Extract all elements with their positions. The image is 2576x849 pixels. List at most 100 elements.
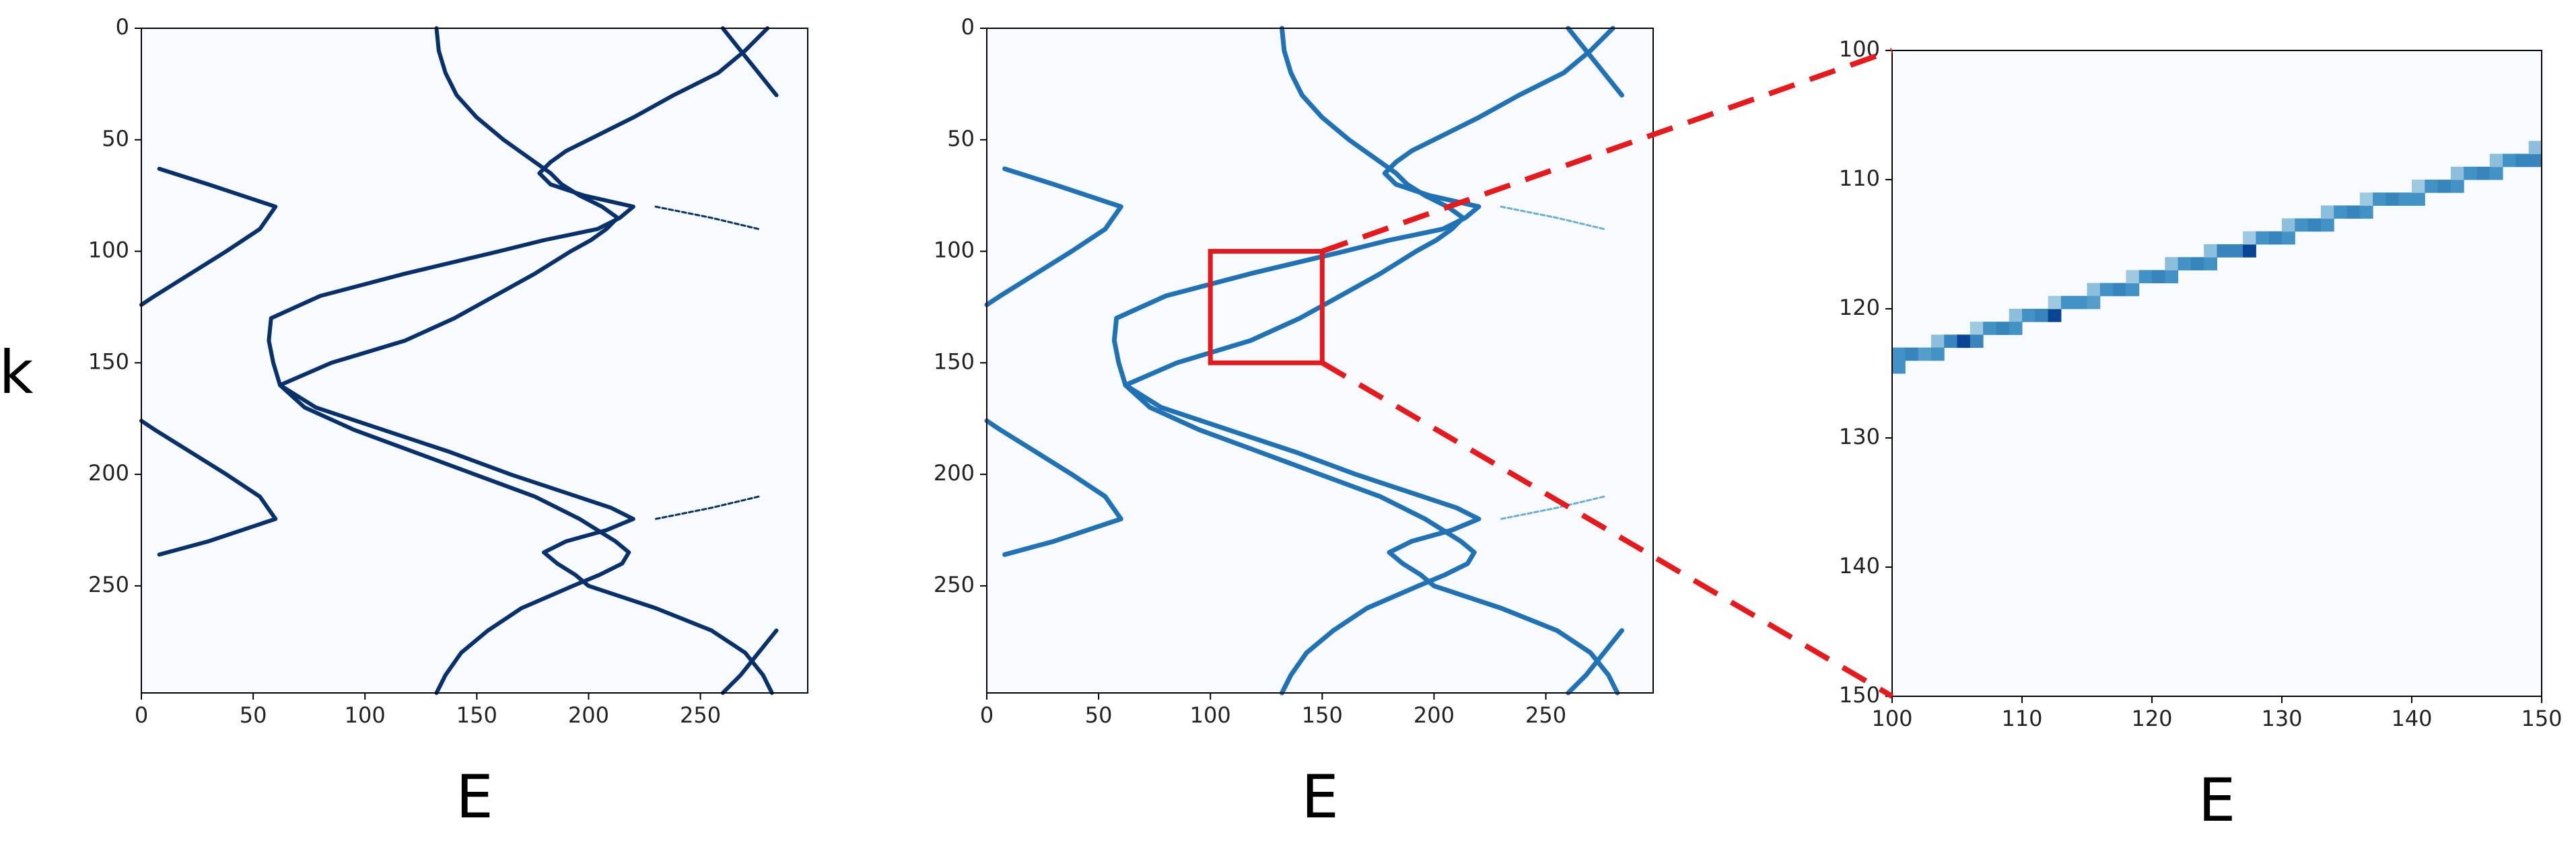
middle-band-5 xyxy=(1566,628,1624,696)
zoom-pixel xyxy=(2386,192,2400,206)
zoom-ytick-label: 110 xyxy=(1839,165,1880,191)
middle-xtick-label: 200 xyxy=(1414,702,1455,728)
zoom-xtick-label: 110 xyxy=(2001,706,2042,731)
zoom-pixel xyxy=(2165,257,2179,270)
left-xtick-label: 250 xyxy=(680,702,721,728)
zoom-ytick-label: 120 xyxy=(1839,295,1880,320)
zoom-pixel xyxy=(2528,141,2542,155)
zoom-pixel xyxy=(2320,205,2334,219)
middle-band-4 xyxy=(1566,26,1624,98)
zoom-pixel xyxy=(2243,244,2256,258)
zoom-pixel xyxy=(1892,360,1906,374)
zoom-pixel xyxy=(2476,166,2491,180)
zoom-pixel xyxy=(2425,180,2439,193)
middle-xtick-label: 250 xyxy=(1525,702,1566,728)
zoom-pixel xyxy=(2204,244,2217,258)
left-xtick-label: 50 xyxy=(240,702,267,728)
zoom-overlay xyxy=(1321,48,1894,699)
middle-xtick-label: 0 xyxy=(980,702,994,728)
zoom-pixel xyxy=(2346,205,2361,219)
zoom-pixel xyxy=(2503,153,2516,168)
zoom-pixel xyxy=(1944,334,1957,348)
zoom-xlabel: E xyxy=(2198,766,2236,835)
zoom-pixel xyxy=(2489,153,2503,168)
middle-band-3 xyxy=(984,418,1123,557)
left-band-0 xyxy=(278,26,631,695)
middle-xtick-label: 100 xyxy=(1190,702,1231,728)
zoom-pixel xyxy=(2268,231,2283,245)
zoom-pixel xyxy=(2450,166,2464,180)
left-heatmap-panel: 0 50 100 150 200 250 0 50 100 150 200 250 E xyxy=(88,14,808,832)
middle-ytick-label: 200 xyxy=(934,460,975,486)
zoom-pixel xyxy=(2243,231,2256,245)
zoom-pixel xyxy=(2295,218,2309,232)
zoom-pixel xyxy=(2256,231,2270,245)
zoom-pixel xyxy=(2464,166,2477,180)
zoom-pixel xyxy=(2009,309,2023,322)
middle-ytick-label: 250 xyxy=(934,572,975,597)
zoom-xtick-label: 100 xyxy=(1871,706,1912,731)
zoom-pixel xyxy=(1996,322,2010,335)
zoom-pixel xyxy=(2489,166,2503,180)
zoom-pixel xyxy=(2152,270,2165,284)
zoom-pixel xyxy=(2126,283,2140,297)
zoom-pixel xyxy=(1892,347,1906,361)
left-background xyxy=(141,28,808,693)
middle-ytick-label: 100 xyxy=(934,237,975,263)
zoom-pixel xyxy=(1983,322,1996,335)
left-band-5 xyxy=(720,628,779,695)
zoom-pixel xyxy=(2359,192,2373,206)
left-ytick-label: 250 xyxy=(88,572,129,597)
left-band-6 xyxy=(654,205,760,230)
zoom-pixel xyxy=(1970,322,1984,335)
zoom-background xyxy=(1892,50,2542,696)
zoom-pixel xyxy=(2359,205,2373,219)
left-ytick-label: 50 xyxy=(102,126,129,151)
middle-band-7 xyxy=(1500,495,1605,520)
zoom-pixel xyxy=(2307,218,2322,232)
zoom-pixel xyxy=(1970,334,1984,348)
zoom-pixel xyxy=(2412,192,2425,206)
left-xtick-label: 200 xyxy=(568,702,609,728)
zoom-pixel xyxy=(2060,295,2075,309)
left-band-1 xyxy=(267,26,774,695)
middle-xlabel: E xyxy=(1301,762,1339,832)
left-ytick-label: 100 xyxy=(88,237,129,263)
zoom-pixel xyxy=(2282,218,2295,232)
left-band-3 xyxy=(139,418,278,557)
zoom-xtick-label: 120 xyxy=(2131,706,2172,731)
left-ytick-label: 200 xyxy=(88,460,129,486)
zoom-pixel xyxy=(2412,180,2425,193)
zoom-xtick-label: 150 xyxy=(2521,706,2562,731)
zoom-pixel xyxy=(2450,180,2464,193)
zoom-pixel xyxy=(2204,257,2217,270)
zoom-pixel xyxy=(2113,283,2126,297)
left-xtick-label: 0 xyxy=(135,702,148,728)
zoom-pixel xyxy=(2048,295,2062,309)
left-xlabel: E xyxy=(456,762,493,832)
middle-band-6 xyxy=(1500,205,1605,230)
zoom-pixel xyxy=(2009,322,2023,335)
zoom-pixel xyxy=(2320,218,2334,232)
left-ytick-label: 150 xyxy=(88,348,129,374)
left-band-2 xyxy=(139,166,278,307)
zoom-frame xyxy=(1891,50,2542,697)
zoom-pixel xyxy=(2334,205,2347,219)
middle-band-2 xyxy=(984,166,1123,307)
zoom-pixel xyxy=(1930,334,1945,348)
middle-ytick-label: 150 xyxy=(934,348,975,374)
zoom-pixel xyxy=(2217,244,2231,258)
zoom-pixel xyxy=(2099,283,2114,297)
zoom-pixel xyxy=(2373,192,2386,206)
figure-ylabel: k xyxy=(0,338,34,407)
zoom-pixel xyxy=(2087,295,2101,309)
zoom-pixel xyxy=(2398,192,2412,206)
middle-band-1 xyxy=(1111,26,1620,696)
middle-frame xyxy=(986,28,1654,694)
zoom-pixel xyxy=(2515,153,2530,168)
zoom-pixel xyxy=(2229,244,2243,258)
zoom-pixel xyxy=(2528,153,2542,168)
middle-band-0 xyxy=(1123,26,1477,696)
zoom-pixel xyxy=(2178,257,2192,270)
